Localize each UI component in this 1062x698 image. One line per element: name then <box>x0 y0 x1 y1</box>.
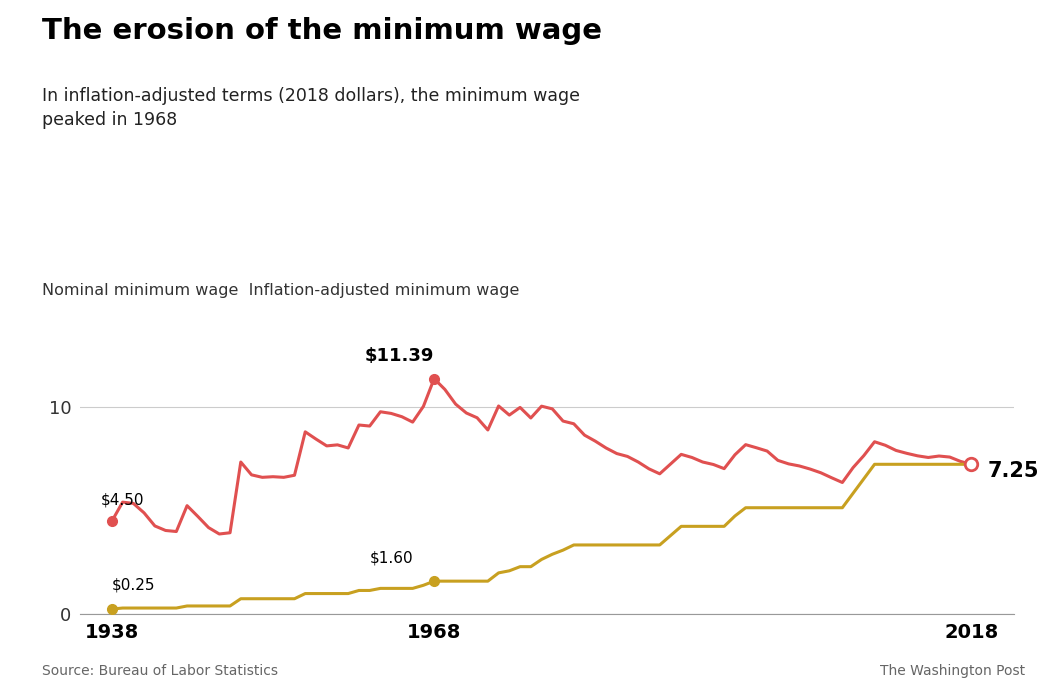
Text: $1.60: $1.60 <box>370 551 413 565</box>
Text: The erosion of the minimum wage: The erosion of the minimum wage <box>42 17 602 45</box>
Text: Source: Bureau of Labor Statistics: Source: Bureau of Labor Statistics <box>42 664 278 678</box>
Text: 7.25: 7.25 <box>988 461 1039 480</box>
Text: Nominal minimum wage  Inflation-adjusted minimum wage: Nominal minimum wage Inflation-adjusted … <box>42 283 520 297</box>
Text: The Washington Post: The Washington Post <box>879 664 1025 678</box>
Text: $11.39: $11.39 <box>364 347 433 365</box>
Text: $0.25: $0.25 <box>112 577 155 593</box>
Text: In inflation-adjusted terms (2018 dollars), the minimum wage
peaked in 1968: In inflation-adjusted terms (2018 dollar… <box>42 87 581 129</box>
Text: $4.50: $4.50 <box>101 493 144 507</box>
